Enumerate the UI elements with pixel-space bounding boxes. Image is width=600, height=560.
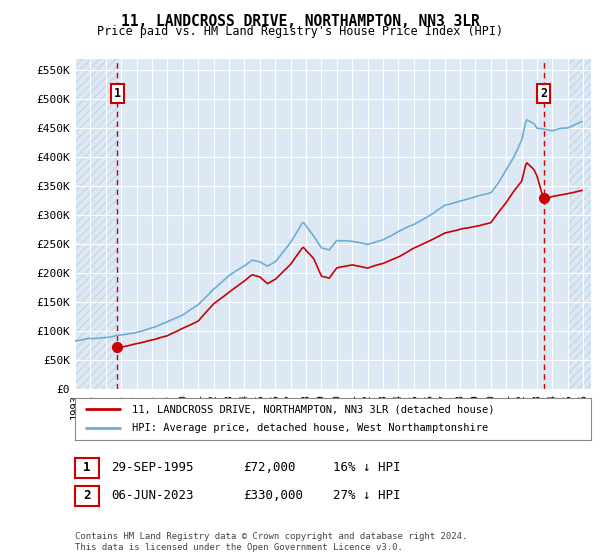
Text: £72,000: £72,000 xyxy=(243,461,296,474)
Text: 11, LANDCROSS DRIVE, NORTHAMPTON, NN3 3LR (detached house): 11, LANDCROSS DRIVE, NORTHAMPTON, NN3 3L… xyxy=(132,404,494,414)
Text: £330,000: £330,000 xyxy=(243,489,303,502)
Text: 2: 2 xyxy=(540,87,547,100)
Text: 06-JUN-2023: 06-JUN-2023 xyxy=(111,489,193,502)
Text: Price paid vs. HM Land Registry's House Price Index (HPI): Price paid vs. HM Land Registry's House … xyxy=(97,25,503,38)
Text: 29-SEP-1995: 29-SEP-1995 xyxy=(111,461,193,474)
Text: 11, LANDCROSS DRIVE, NORTHAMPTON, NN3 3LR: 11, LANDCROSS DRIVE, NORTHAMPTON, NN3 3L… xyxy=(121,14,479,29)
Text: 16% ↓ HPI: 16% ↓ HPI xyxy=(333,461,401,474)
Text: 1: 1 xyxy=(114,87,121,100)
Text: Contains HM Land Registry data © Crown copyright and database right 2024.
This d: Contains HM Land Registry data © Crown c… xyxy=(75,532,467,552)
Text: 27% ↓ HPI: 27% ↓ HPI xyxy=(333,489,401,502)
Text: HPI: Average price, detached house, West Northamptonshire: HPI: Average price, detached house, West… xyxy=(132,423,488,433)
Text: 1: 1 xyxy=(83,461,91,474)
Text: 2: 2 xyxy=(83,489,91,502)
